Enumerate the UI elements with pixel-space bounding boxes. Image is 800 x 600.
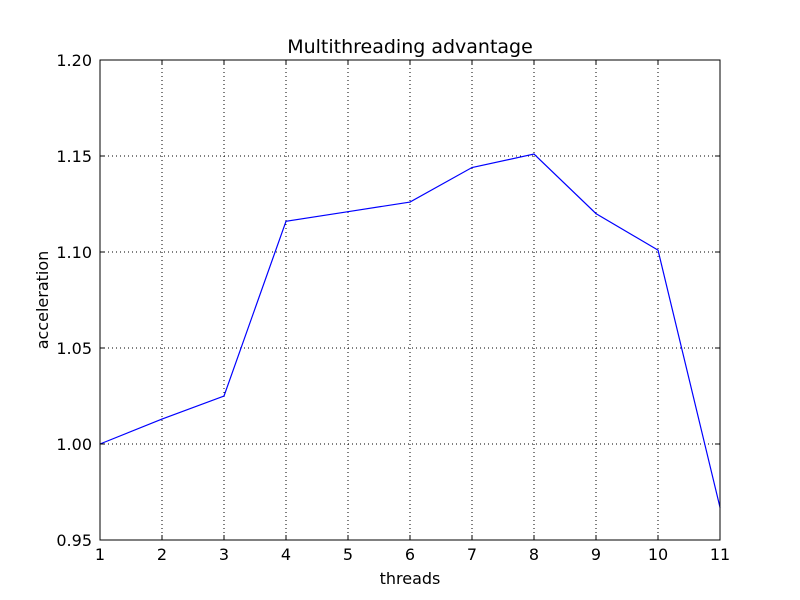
ticks: 1 2 3 4 5 6 7 8 9 10 11 0.95 1.00 1.05 1.10 1.15 1.20: [56, 51, 730, 564]
data-point: [657, 249, 659, 251]
data-point: [471, 166, 473, 169]
data-point: [223, 395, 225, 397]
x-tick-label: 7: [467, 545, 477, 564]
x-tick-label: 6: [405, 545, 415, 564]
y-tick-label: 1.20: [56, 51, 92, 70]
y-tick-label: 1.05: [56, 339, 92, 358]
x-tick-label: 2: [157, 545, 167, 564]
x-tick-label: 10: [648, 545, 668, 564]
x-tick-label: 1: [95, 545, 105, 564]
grid: [99, 59, 721, 541]
y-tick-label: 1.15: [56, 147, 92, 166]
x-tick-label: 9: [591, 545, 601, 564]
data-point: [285, 220, 287, 222]
x-tick-label: 4: [281, 545, 291, 564]
y-tick-label: 1.00: [56, 435, 92, 454]
x-tick-label: 3: [219, 545, 229, 564]
data-point: [595, 213, 597, 215]
chart-title: Multithreading advantage: [287, 36, 533, 58]
x-tick-label: 8: [529, 545, 539, 564]
data-point: [347, 211, 349, 213]
y-tick-label: 0.95: [56, 531, 92, 550]
data-point: [161, 418, 163, 420]
data-point: [409, 201, 411, 203]
series-layer: [99, 153, 721, 508]
y-axis-label: acceleration: [33, 251, 52, 350]
x-axis-label: threads: [380, 569, 441, 588]
y-tick-label: 1.10: [56, 243, 92, 262]
x-tick-label: 11: [710, 545, 730, 564]
series-line-0: [99, 153, 721, 508]
x-tick-label: 5: [343, 545, 353, 564]
data-point: [533, 153, 535, 155]
